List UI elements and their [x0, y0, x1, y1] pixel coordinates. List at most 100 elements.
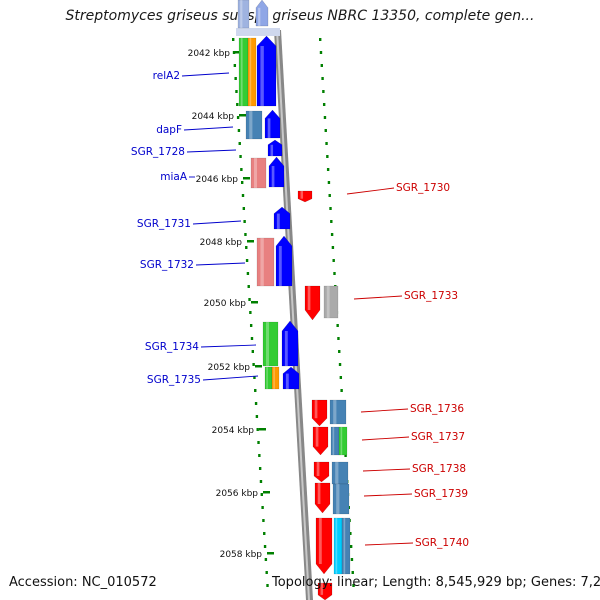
gene-block-SGR_1738-shine — [335, 462, 339, 484]
right-track-dot — [349, 532, 352, 535]
right-track-dot — [332, 259, 335, 262]
gene-block-SGR_1739-shine — [336, 484, 340, 514]
left-track-dot — [240, 181, 244, 184]
gene-arrow-SGR_1733-shine — [307, 286, 311, 310]
gene-label-SGR_1731: SGR_1731 — [137, 218, 191, 230]
right-track-dot — [337, 337, 340, 340]
left-track-dot — [248, 298, 251, 301]
left-track-dot — [262, 519, 265, 522]
kbp-tick-mark — [251, 301, 258, 304]
gene-block-top — [237, 0, 250, 29]
chromosome-axis-highlight — [276, 30, 310, 600]
right-track-dot — [322, 103, 326, 106]
right-track-dot — [338, 363, 342, 366]
gene-block-SGR_1733-shine — [326, 286, 330, 318]
gene-block-SGR_1735-a — [264, 366, 273, 390]
gene-arrow-relA2-shine — [260, 46, 264, 106]
gene-label-SGR_1734: SGR_1734 — [145, 341, 199, 353]
gene-block-SGR_1735-a-shine — [266, 367, 268, 389]
left-track-dot — [235, 90, 238, 93]
right-track-dot — [324, 129, 327, 132]
right-track-dot — [323, 116, 327, 119]
left-track-dot — [237, 129, 241, 132]
right-track-dot — [328, 194, 331, 197]
left-track-dot — [258, 454, 261, 457]
left-track-dot — [257, 441, 260, 444]
gene-block-dapF — [245, 110, 263, 140]
kbp-tick-label: 2056 kbp — [216, 489, 259, 499]
gene-block-orange-shine — [249, 38, 252, 106]
gene-leader-SGR_1738 — [362, 468, 411, 472]
gene-block-green-shine — [240, 38, 243, 106]
gene-block-SGR_1737-b-shine — [340, 427, 343, 455]
gene-label-SGR_1737: SGR_1737 — [411, 431, 465, 443]
kbp-tick-mark — [239, 114, 246, 117]
left-track-dot — [266, 584, 269, 587]
left-track-dot — [245, 246, 248, 249]
gene-leader-SGR_1732 — [195, 262, 246, 266]
gene-block-miaA — [250, 157, 267, 189]
gene-label-SGR_1733: SGR_1733 — [404, 290, 458, 302]
left-track-dot — [261, 506, 264, 509]
gene-arrow-dapF-shine — [267, 118, 271, 138]
gene-block-SGR_1735-b-shine — [273, 367, 275, 389]
right-track-dot — [352, 584, 355, 587]
right-track-dot — [339, 376, 343, 379]
gene-block-orange — [247, 37, 257, 107]
accession-text: Accession: NC_010572 — [9, 575, 157, 590]
gene-label-SGR_1735: SGR_1735 — [147, 374, 201, 386]
gene-label-SGR_1739: SGR_1739 — [414, 488, 468, 500]
gene-arrow-SGR_1737-shine — [315, 427, 319, 447]
gene-arrow-SGR_1735 — [282, 366, 300, 390]
gene-arrow-SGR_1730 — [297, 190, 313, 203]
right-track-dot — [340, 389, 343, 392]
gene-block-top-arrow-shine — [258, 7, 261, 27]
left-track-dot — [232, 38, 235, 41]
gene-label-relA2: relA2 — [153, 70, 180, 82]
left-track-dot — [259, 480, 263, 483]
gene-block-SGR_1740-a-shine — [335, 518, 338, 574]
right-track-dot — [319, 51, 323, 54]
gene-block-top-shine — [240, 0, 243, 28]
left-track-dot — [249, 324, 253, 327]
kbp-tick-mark — [255, 365, 262, 368]
gene-arrow-SGR_1738 — [313, 461, 330, 483]
right-track-dot — [330, 233, 334, 236]
gene-arrow-bottom-shine — [320, 583, 324, 595]
left-track-dot — [250, 337, 254, 340]
gene-block-SGR_1738 — [331, 461, 349, 485]
gene-arrow-SGR_1734-shine — [284, 331, 288, 366]
gene-arrow-miaA — [268, 156, 285, 188]
kbp-tick-mark — [243, 177, 250, 180]
gene-arrow-SGR_1732 — [275, 235, 293, 287]
left-track-dot — [252, 363, 255, 366]
gene-block-dapF-shine — [249, 111, 253, 139]
kbp-tick-mark — [263, 491, 270, 494]
kbp-tick-label: 2054 kbp — [212, 426, 255, 436]
gene-block-SGR_1739 — [332, 483, 350, 515]
right-track-dot — [319, 38, 322, 41]
gene-arrow-SGR_1739-shine — [317, 483, 321, 504]
gene-block-SGR_1732-shine — [260, 238, 264, 286]
gene-label-SGR_1738: SGR_1738 — [412, 463, 466, 475]
gene-arrow-SGR_1736 — [311, 399, 328, 427]
gene-label-SGR_1732: SGR_1732 — [140, 259, 194, 271]
gene-arrow-SGR_1739 — [314, 482, 331, 514]
left-track-dot — [258, 467, 262, 470]
gene-arrow-SGR_1735-shine — [285, 373, 289, 389]
gene-arrow-SGR_1733 — [304, 285, 321, 321]
right-track-dot — [325, 142, 328, 145]
left-track-dot — [245, 259, 249, 262]
gene-leader-SGR_1735 — [202, 375, 259, 381]
right-track-dot — [349, 545, 353, 548]
gene-leader-SGR_1740 — [364, 542, 414, 546]
right-track-dot — [336, 324, 339, 327]
gene-arrow-SGR_1736-shine — [314, 400, 318, 419]
gene-block-green — [238, 37, 249, 107]
left-track-dot — [254, 402, 258, 405]
gene-arrow-dapF — [264, 109, 281, 139]
kbp-tick-label: 2046 kbp — [196, 175, 239, 185]
kbp-tick-mark — [267, 552, 274, 555]
left-track-dot — [233, 64, 237, 67]
